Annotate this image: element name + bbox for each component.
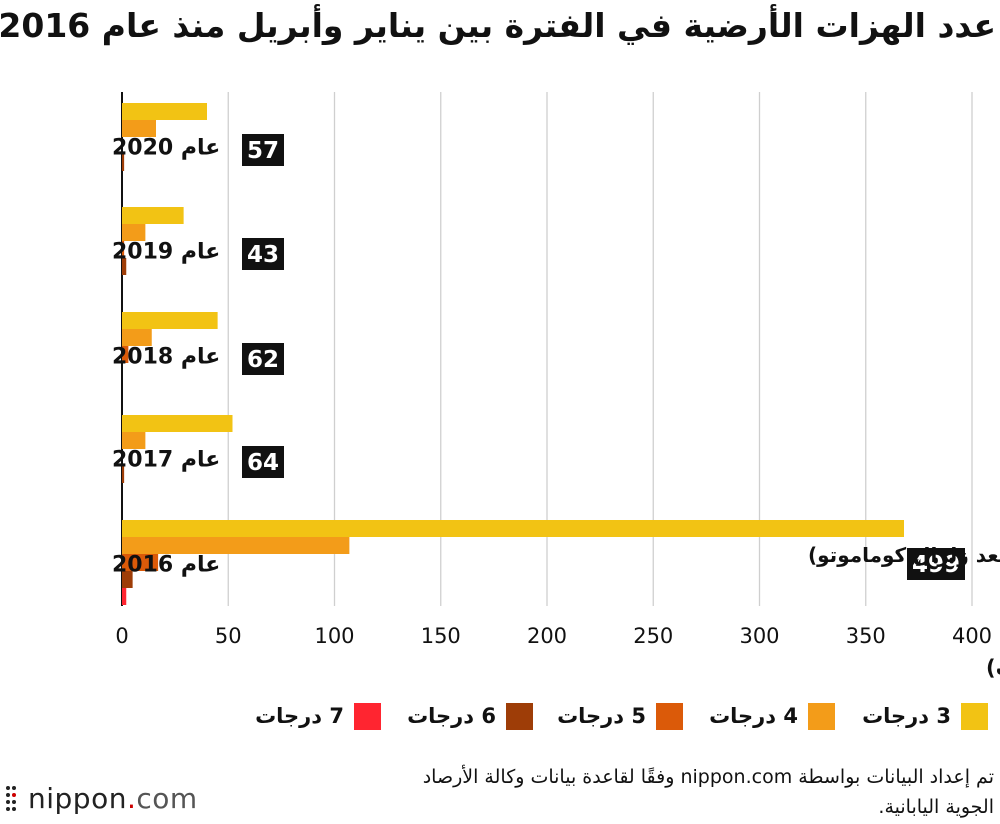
bar bbox=[122, 554, 159, 571]
category-label: عام 2018 bbox=[112, 345, 220, 370]
legend-label: 3 درجات bbox=[862, 704, 951, 728]
annotation: (زيادة حادة بعد زلزال كوماموتو) bbox=[808, 543, 1000, 567]
x-tick-label: 0 bbox=[115, 624, 128, 648]
legend-label: 6 درجات bbox=[407, 704, 496, 728]
bar bbox=[122, 207, 184, 224]
x-tick-label: 250 bbox=[633, 624, 673, 648]
bar bbox=[122, 415, 233, 432]
category-label: عام 2019 bbox=[112, 240, 220, 265]
bar bbox=[122, 346, 129, 363]
x-tick-label: 400 bbox=[952, 624, 992, 648]
legend-item: 3 درجات bbox=[862, 698, 988, 734]
bar bbox=[122, 312, 218, 329]
bar bbox=[122, 432, 146, 449]
total-value: 57 bbox=[247, 138, 279, 164]
source-line-2: الجوية اليابانية. bbox=[878, 796, 994, 818]
source-line-1: تم إعداد البيانات بواسطة nippon.com وفقً… bbox=[422, 766, 994, 788]
legend-swatch bbox=[808, 702, 835, 730]
bar bbox=[122, 329, 152, 346]
chart-plot: 0 50 100 150 200 250 300 350 400 (عدد المرات) عام … bbox=[112, 92, 1000, 680]
logo-name: nippon bbox=[28, 782, 127, 815]
legend: 3 درجات 4 درجات 5 درجات 6 درجات 7 درجات bbox=[0, 698, 1000, 738]
legend-item: 6 درجات bbox=[407, 698, 533, 734]
x-tick-label: 100 bbox=[314, 624, 354, 648]
logo-dot: . bbox=[126, 782, 137, 815]
total-value: 499 bbox=[912, 552, 960, 578]
labels: 0 50 100 150 200 250 300 350 400 (عدد المرات) عام … bbox=[112, 134, 1000, 680]
bar bbox=[122, 224, 146, 241]
nippon-logo: nippon.com bbox=[4, 782, 198, 815]
total-badge bbox=[907, 548, 965, 580]
bars bbox=[122, 103, 904, 605]
bar bbox=[122, 241, 125, 258]
total-badge bbox=[242, 238, 284, 270]
x-tick-label: 150 bbox=[421, 624, 461, 648]
chart-title: عدد الهزات الأرضية في الفترة بين يناير و… bbox=[0, 6, 997, 45]
bar bbox=[122, 258, 127, 275]
bar bbox=[122, 103, 207, 120]
legend-item: 4 درجات bbox=[709, 698, 835, 734]
legend-swatch bbox=[506, 702, 533, 730]
logo-dots-icon bbox=[6, 785, 16, 811]
source-note: تم إعداد البيانات بواسطة nippon.com وفقً… bbox=[234, 762, 994, 822]
category-label: عام 2016 bbox=[112, 553, 220, 578]
legend-label: 7 درجات bbox=[255, 704, 344, 728]
category-label: عام 2017 bbox=[112, 448, 220, 473]
bar bbox=[122, 120, 156, 137]
legend-item: 7 درجات bbox=[255, 698, 381, 734]
bar bbox=[122, 520, 904, 537]
total-value: 64 bbox=[247, 450, 279, 476]
bar bbox=[122, 537, 350, 554]
bar bbox=[122, 466, 125, 483]
total-badge bbox=[242, 446, 284, 478]
total-badge bbox=[242, 343, 284, 375]
bar bbox=[122, 588, 127, 605]
legend-swatch bbox=[354, 702, 381, 730]
legend-label: 4 درجات bbox=[709, 704, 798, 728]
x-axis-label: (عدد المرات) bbox=[986, 656, 1000, 680]
total-value: 62 bbox=[247, 347, 279, 373]
x-tick-label: 350 bbox=[846, 624, 886, 648]
legend-swatch bbox=[656, 702, 683, 730]
x-tick-label: 300 bbox=[739, 624, 779, 648]
legend-label: 5 درجات bbox=[557, 704, 646, 728]
total-badge bbox=[242, 134, 284, 166]
bar bbox=[122, 154, 125, 171]
legend-swatch bbox=[961, 702, 988, 730]
x-tick-label: 50 bbox=[215, 624, 242, 648]
total-value: 43 bbox=[247, 242, 279, 268]
bar bbox=[122, 571, 133, 588]
logo-suffix: com bbox=[136, 782, 198, 815]
category-label: عام 2020 bbox=[112, 136, 220, 161]
legend-item: 5 درجات bbox=[557, 698, 683, 734]
x-tick-label: 200 bbox=[527, 624, 567, 648]
